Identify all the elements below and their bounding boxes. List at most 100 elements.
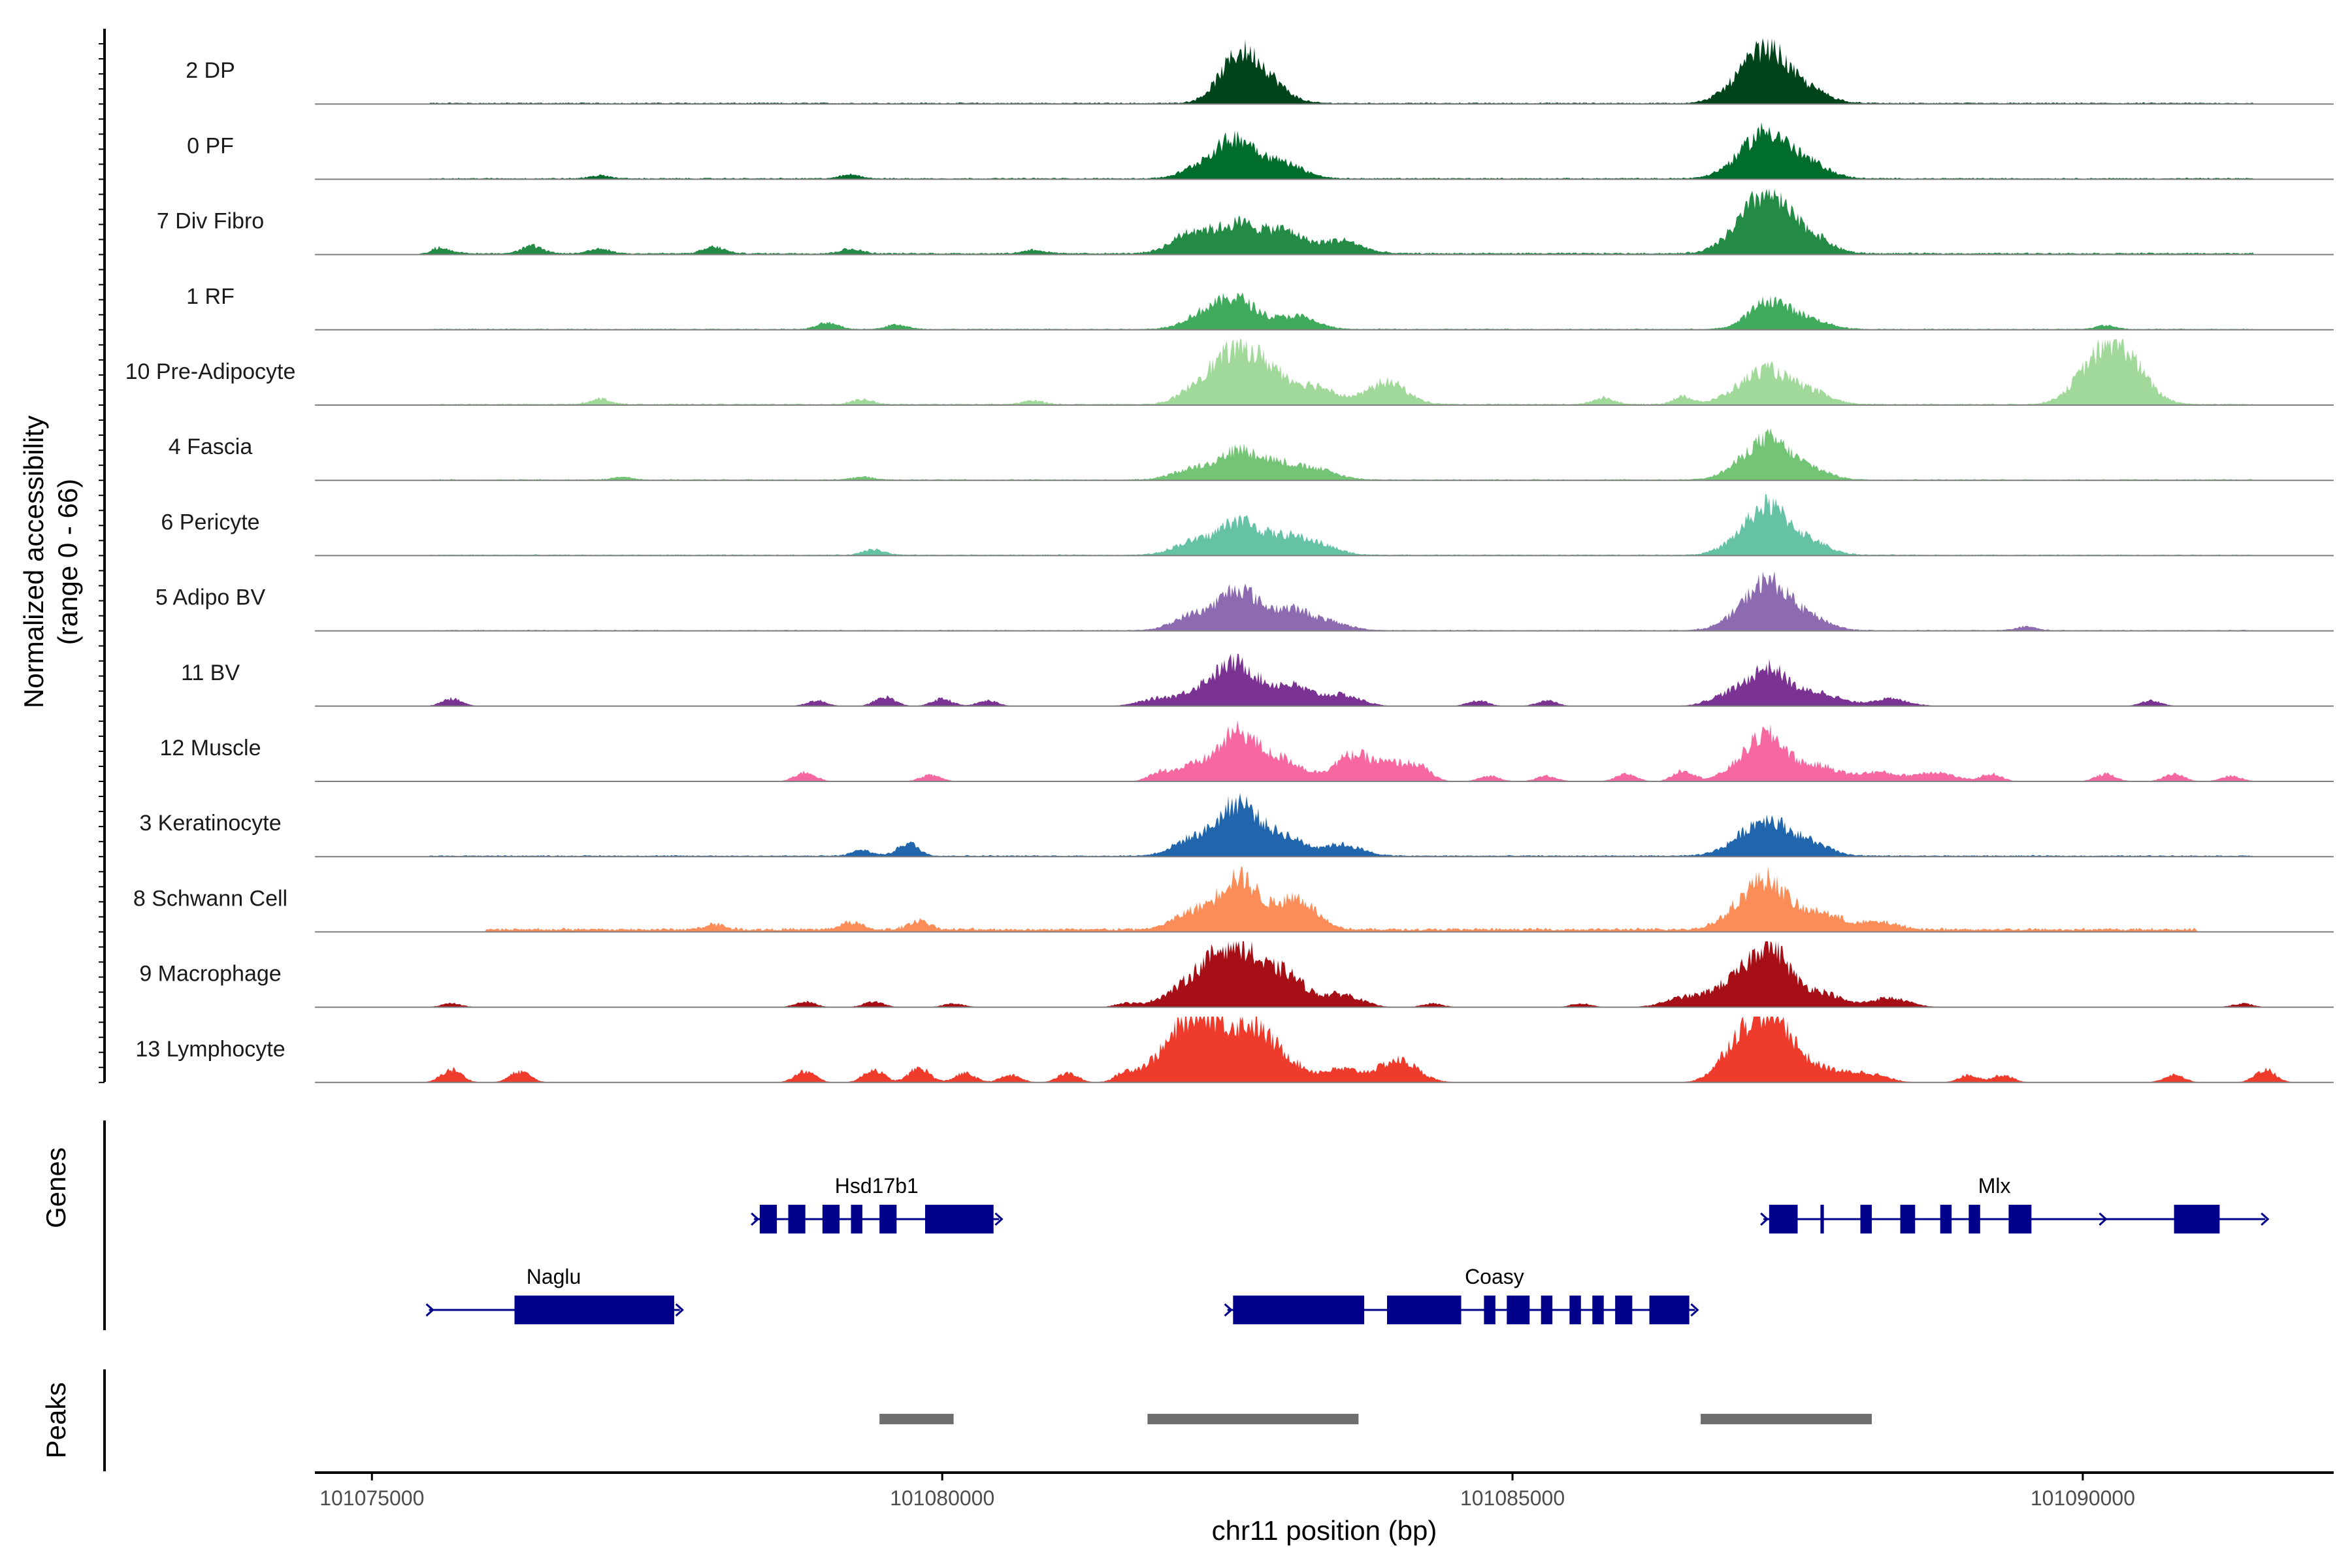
strand-arrow (1760, 1212, 1769, 1226)
coverage-area-8-schwann-cell (315, 866, 2334, 932)
track-2-dp: 2 DP (186, 38, 2334, 105)
coverage-area-3-keratinocyte (315, 792, 2334, 857)
exon-box (759, 1205, 777, 1233)
track-label-5-adipo-bv: 5 Adipo BV (155, 585, 266, 610)
x-tick-label: 101085000 (1460, 1486, 1565, 1510)
exon-box (1900, 1205, 1916, 1233)
coverage-area-4-fascia (315, 428, 2334, 481)
exon-box (1484, 1296, 1495, 1324)
exon-box (879, 1205, 897, 1233)
gene-label-mlx: Mlx (1978, 1174, 2011, 1198)
coverage-area-12-muscle (315, 720, 2334, 781)
x-axis-title: chr11 position (bp) (1212, 1515, 1437, 1546)
track-1-rf: 1 RF (186, 284, 2334, 331)
strand-arrow (425, 1303, 434, 1317)
y-axis-title-line-1: Normalized accessibility (18, 416, 49, 708)
track-label-3-keratinocyte: 3 Keratinocyte (139, 811, 281, 836)
y-axis-title-line-2: (range 0 - 66) (52, 479, 83, 645)
track-11-bv: 11 BV (181, 653, 2334, 707)
intron-arrow (2099, 1212, 2108, 1226)
coverage-area-11-bv (315, 653, 2334, 706)
gene-hsd17b1: Hsd17b1 (751, 1174, 1004, 1233)
track-8-schwann-cell: 8 Schwann Cell (133, 866, 2334, 933)
x-tick-label: 101090000 (2031, 1486, 2135, 1510)
track-label-1-rf: 1 RF (186, 284, 235, 309)
gene-label-hsd17b1: Hsd17b1 (835, 1174, 919, 1198)
coverage-area-1-rf (315, 292, 2334, 330)
exon-box (924, 1205, 994, 1233)
y-axis-title: Normalized accessibility (range 0 - 66) (18, 416, 83, 708)
peak-bar (1701, 1414, 1872, 1424)
coverage-area-10-pre-adipocyte (315, 339, 2334, 405)
exon-box (1569, 1296, 1581, 1324)
gene-label-coasy: Coasy (1465, 1265, 1524, 1288)
strand-arrow (1690, 1303, 1699, 1317)
track-9-macrophage: 9 Macrophage (139, 941, 2334, 1008)
coverage-area-13-lymphocyte (315, 1017, 2334, 1083)
track-label-7-div-fibro: 7 Div Fibro (157, 209, 264, 234)
gene-models: Hsd17b1 Mlx Naglu Coasy (425, 1174, 2270, 1324)
coverage-area-6-pericyte (315, 493, 2334, 556)
track-13-lymphocyte: 13 Lymphocyte (135, 1017, 2334, 1083)
coverage-area-5-adipo-bv (315, 571, 2334, 631)
gene-mlx: Mlx (1760, 1174, 2270, 1233)
exon-box (1387, 1296, 1462, 1324)
exon-box (2008, 1205, 2032, 1233)
track-7-div-fibro: 7 Div Fibro (157, 188, 2334, 255)
track-6-pericyte: 6 Pericyte (161, 493, 2334, 557)
gene-naglu: Naglu (425, 1265, 684, 1324)
coverage-area-7-div-fibro (315, 188, 2334, 255)
track-12-muscle: 12 Muscle (160, 720, 2334, 782)
exon-box (1615, 1296, 1633, 1324)
exon-box (1968, 1205, 1980, 1233)
exon-box (1769, 1205, 1798, 1233)
peak-bar (879, 1414, 954, 1424)
track-label-9-macrophage: 9 Macrophage (139, 962, 281, 987)
strand-arrow (675, 1303, 684, 1317)
strand-arrow (751, 1212, 760, 1226)
exon-box (788, 1205, 806, 1233)
gene-label-naglu: Naglu (527, 1265, 581, 1288)
genes-track-title: Genes (41, 1147, 71, 1228)
coverage-tracks: 2 DP 0 PF 7 Div Fibro 1 RF 10 Pre-Adipocyte 4… (125, 38, 2334, 1083)
strand-arrow (1224, 1303, 1233, 1317)
x-axis-ticks: 101075000 101080000 101085000 101090000 (319, 1473, 2135, 1510)
exon-box (851, 1205, 862, 1233)
track-label-4-fascia: 4 Fascia (169, 434, 253, 459)
exon-box (1649, 1296, 1690, 1324)
track-label-8-schwann-cell: 8 Schwann Cell (133, 886, 287, 911)
track-label-10-pre-adipocyte: 10 Pre-Adipocyte (125, 359, 296, 384)
exon-box (1860, 1205, 1872, 1233)
track-5-adipo-bv: 5 Adipo BV (155, 571, 2334, 632)
exon-box (1233, 1296, 1365, 1324)
track-10-pre-adipocyte: 10 Pre-Adipocyte (125, 339, 2334, 406)
track-3-keratinocyte: 3 Keratinocyte (139, 792, 2334, 858)
gene-coasy: Coasy (1224, 1265, 1699, 1324)
peak-bar (1147, 1414, 1359, 1424)
track-4-fascia: 4 Fascia (169, 428, 2334, 482)
exon-box (1820, 1205, 1824, 1233)
coverage-area-9-macrophage (315, 941, 2334, 1007)
exon-box (2174, 1205, 2220, 1233)
track-label-0-pf: 0 PF (187, 133, 234, 158)
strand-arrow (994, 1212, 1004, 1226)
peak-regions (879, 1414, 1872, 1424)
coverage-area-0-pf (315, 122, 2334, 180)
x-tick-label: 101075000 (319, 1486, 424, 1510)
exon-box (822, 1205, 840, 1233)
exon-box (1592, 1296, 1604, 1324)
exon-box (1507, 1296, 1530, 1324)
track-label-12-muscle: 12 Muscle (160, 736, 261, 760)
strand-arrow (2261, 1212, 2270, 1226)
track-label-2-dp: 2 DP (186, 58, 235, 83)
exon-box (514, 1296, 674, 1324)
exon-box (1541, 1296, 1553, 1324)
peaks-track-title: Peaks (41, 1382, 71, 1459)
track-label-11-bv: 11 BV (181, 661, 240, 685)
track-label-6-pericyte: 6 Pericyte (161, 510, 259, 534)
x-tick-label: 101080000 (890, 1486, 994, 1510)
exon-box (1940, 1205, 1952, 1233)
track-label-13-lymphocyte: 13 Lymphocyte (135, 1037, 285, 1062)
coverage-area-2-dp (315, 38, 2334, 105)
